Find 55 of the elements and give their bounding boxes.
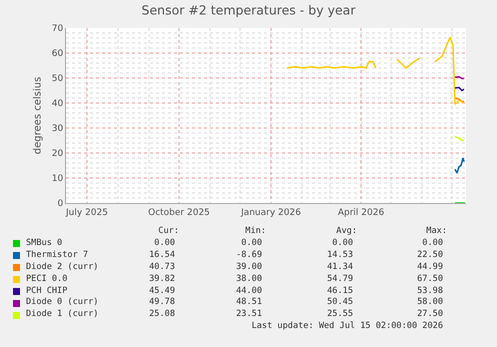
text: 14.53 <box>327 250 353 260</box>
text: 39.82 <box>149 274 175 284</box>
y-axis-title: degrees celsius <box>32 76 44 154</box>
text: 67.50 <box>417 274 443 284</box>
legend-label: Diode 2 (curr) <box>26 262 98 272</box>
text: 44.00 <box>236 286 262 296</box>
text: 23.51 <box>236 309 262 320</box>
x-tick-label: October 2025 <box>148 208 210 218</box>
text: Max: <box>426 226 447 236</box>
text: 58.00 <box>417 297 443 308</box>
text: 41.34 <box>327 262 353 272</box>
y-tick-label: 40 <box>52 99 64 110</box>
text: 25.55 <box>327 309 353 320</box>
text: 53.98 <box>417 286 443 296</box>
text: Cur: <box>158 226 179 236</box>
x-tick-label: July 2025 <box>65 208 108 218</box>
text: 46.15 <box>327 286 353 296</box>
legend-label: Diode 0 (curr) <box>26 297 98 308</box>
text: 22.50 <box>417 250 443 260</box>
text: 0.00 <box>154 238 175 248</box>
legend-label: PECI 0.0 <box>26 274 68 284</box>
text: 25.08 <box>149 309 175 320</box>
x-tick-label: January 2026 <box>240 208 302 218</box>
text: 39.00 <box>236 262 262 272</box>
y-tick-label: 30 <box>52 124 64 134</box>
text: Avg: <box>336 226 357 236</box>
y-tick-label: 0 <box>57 199 64 210</box>
text: 50.45 <box>327 297 353 308</box>
legend-label: PCH CHIP <box>26 286 68 296</box>
text: -8.69 <box>236 250 262 260</box>
legend-label: SMBus 0 <box>26 238 62 248</box>
text: 49.78 <box>149 297 175 308</box>
y-tick-label: 60 <box>52 49 64 60</box>
chart-title: Sensor #2 temperatures - by year <box>142 2 356 18</box>
text: 0.00 <box>422 238 443 248</box>
text: 45.49 <box>149 286 175 296</box>
text: 16.54 <box>149 250 175 260</box>
x-tick-label: April 2026 <box>338 208 384 218</box>
y-tick-label: 20 <box>52 149 64 160</box>
text: Min: <box>245 226 266 236</box>
text: 0.00 <box>332 238 353 248</box>
text: 44.99 <box>417 262 443 272</box>
y-tick-label: 70 <box>52 24 64 34</box>
y-tick-label: 10 <box>52 174 64 184</box>
text: 27.50 <box>417 309 443 320</box>
y-tick-label: 50 <box>52 74 64 84</box>
text: Last update: Wed Jul 15 02:00:00 2026 <box>252 321 443 332</box>
text: 0.00 <box>241 238 262 248</box>
legend-label: Thermistor 7 <box>26 250 88 260</box>
text: 48.51 <box>236 297 262 308</box>
legend-label: Diode 1 (curr) <box>26 309 98 320</box>
text: 54.79 <box>327 274 353 284</box>
text: 40.73 <box>149 262 175 272</box>
line-series <box>454 157 465 174</box>
text: 38.00 <box>236 274 262 284</box>
